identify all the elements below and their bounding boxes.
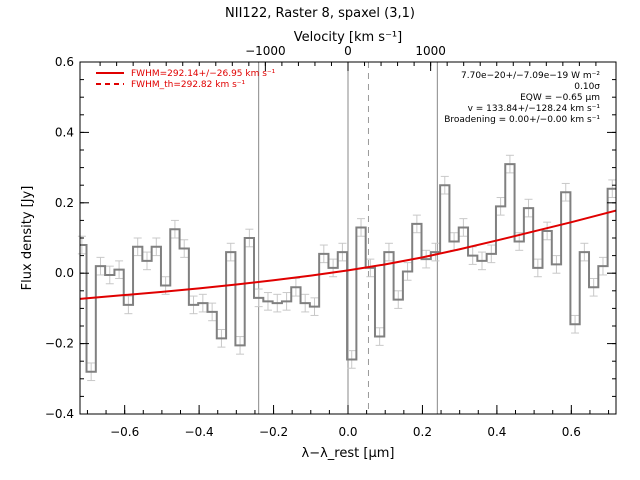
- y-tick-label: 0.0: [55, 266, 74, 280]
- velocity-tick-label: 0: [344, 44, 352, 58]
- fit-annotation: 0.10σ: [574, 82, 600, 92]
- velocity-tick-label: −1000: [245, 44, 286, 58]
- velocity-tick-label: 1000: [415, 44, 446, 58]
- data-series: [79, 163, 617, 373]
- y-tick-label: 0.6: [55, 55, 74, 69]
- x-tick-label: −0.6: [110, 425, 139, 439]
- chart-title: NII122, Raster 8, spaxel (3,1): [225, 6, 415, 21]
- x-tick-label: 0.6: [562, 425, 581, 439]
- y-tick-label: −0.4: [45, 407, 74, 421]
- legend: FWHM=292.14+/−26.95 km s⁻¹FWHM_th=292.82…: [96, 69, 276, 90]
- x-axis-label: λ−λ_rest [μm]: [302, 446, 395, 461]
- y-tick-label: 0.2: [55, 196, 74, 210]
- fit-annotation: EQW = −0.65 μm: [520, 93, 600, 103]
- flux-step-series: [80, 163, 616, 373]
- gaussian-fit-line: [79, 209, 617, 300]
- fit-annotation: v = 133.84+/−128.24 km s⁻¹: [468, 104, 601, 114]
- x-tick-label: −0.2: [259, 425, 288, 439]
- x-tick-label: −0.4: [185, 425, 214, 439]
- y-axis-label: Flux density [Jy]: [20, 186, 35, 291]
- x-tick-label: 0.0: [338, 425, 357, 439]
- y-tick-label: −0.2: [45, 337, 74, 351]
- fit-annotation: Broadening = 0.00+/−0.00 km s⁻¹: [444, 115, 600, 125]
- x-tick-label: 0.2: [413, 425, 432, 439]
- axes: −0.6 −0.4 −0.2 0.0 0.2 0.4 0.6 −0.4 −0.2 0.0 0.2 0.…: [45, 44, 617, 439]
- x-tick-label: 0.4: [487, 425, 506, 439]
- fit-annotation: 7.70e−20+/−7.09e−19 W m⁻²: [461, 71, 600, 81]
- legend-label: FWHM_th=292.82 km s⁻¹: [131, 80, 246, 90]
- velocity-axis-label: Velocity [km s⁻¹]: [294, 30, 402, 45]
- reference-lines: [258, 62, 438, 414]
- y-tick-label: 0.4: [55, 125, 74, 139]
- legend-label: FWHM=292.14+/−26.95 km s⁻¹: [131, 69, 276, 79]
